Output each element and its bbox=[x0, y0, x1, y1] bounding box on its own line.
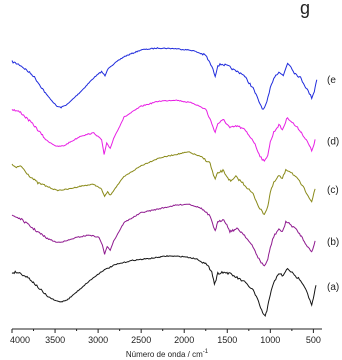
series-line-3 bbox=[11, 203, 316, 267]
series-label-4: (a) bbox=[327, 282, 339, 293]
x-axis-title: Número de onda / cm-1 bbox=[126, 349, 209, 359]
x-tick-label: 2000 bbox=[174, 335, 194, 345]
series-label-3: (b) bbox=[327, 237, 339, 248]
series-group bbox=[11, 47, 318, 317]
x-tick-label: 2500 bbox=[131, 335, 151, 345]
x-axis-ticks: 4000 3500 3000 2500 2000 1500 1000 500 bbox=[10, 329, 321, 345]
x-tick-label: 1500 bbox=[217, 335, 237, 345]
series-label-0: (e bbox=[327, 75, 336, 86]
x-tick-label: 1000 bbox=[260, 335, 280, 345]
x-tick-label: 3500 bbox=[45, 335, 65, 345]
series-line-4 bbox=[11, 254, 317, 317]
series-label-2: (c) bbox=[327, 185, 339, 196]
x-tick-label: 4000 bbox=[10, 335, 30, 345]
series-line-0 bbox=[11, 47, 318, 110]
series-line-1 bbox=[11, 99, 316, 163]
title-fragment: g bbox=[300, 0, 310, 18]
x-axis-title-superscript: -1 bbox=[203, 349, 209, 355]
series-line-2 bbox=[11, 151, 316, 216]
x-tick-label: 500 bbox=[306, 335, 321, 345]
x-axis-title-text: Número de onda / cm bbox=[126, 350, 203, 359]
series-label-1: (d) bbox=[327, 136, 339, 147]
x-tick-label: 3000 bbox=[88, 335, 108, 345]
series-labels: (e (d) (c) (b) (a) bbox=[327, 75, 339, 293]
